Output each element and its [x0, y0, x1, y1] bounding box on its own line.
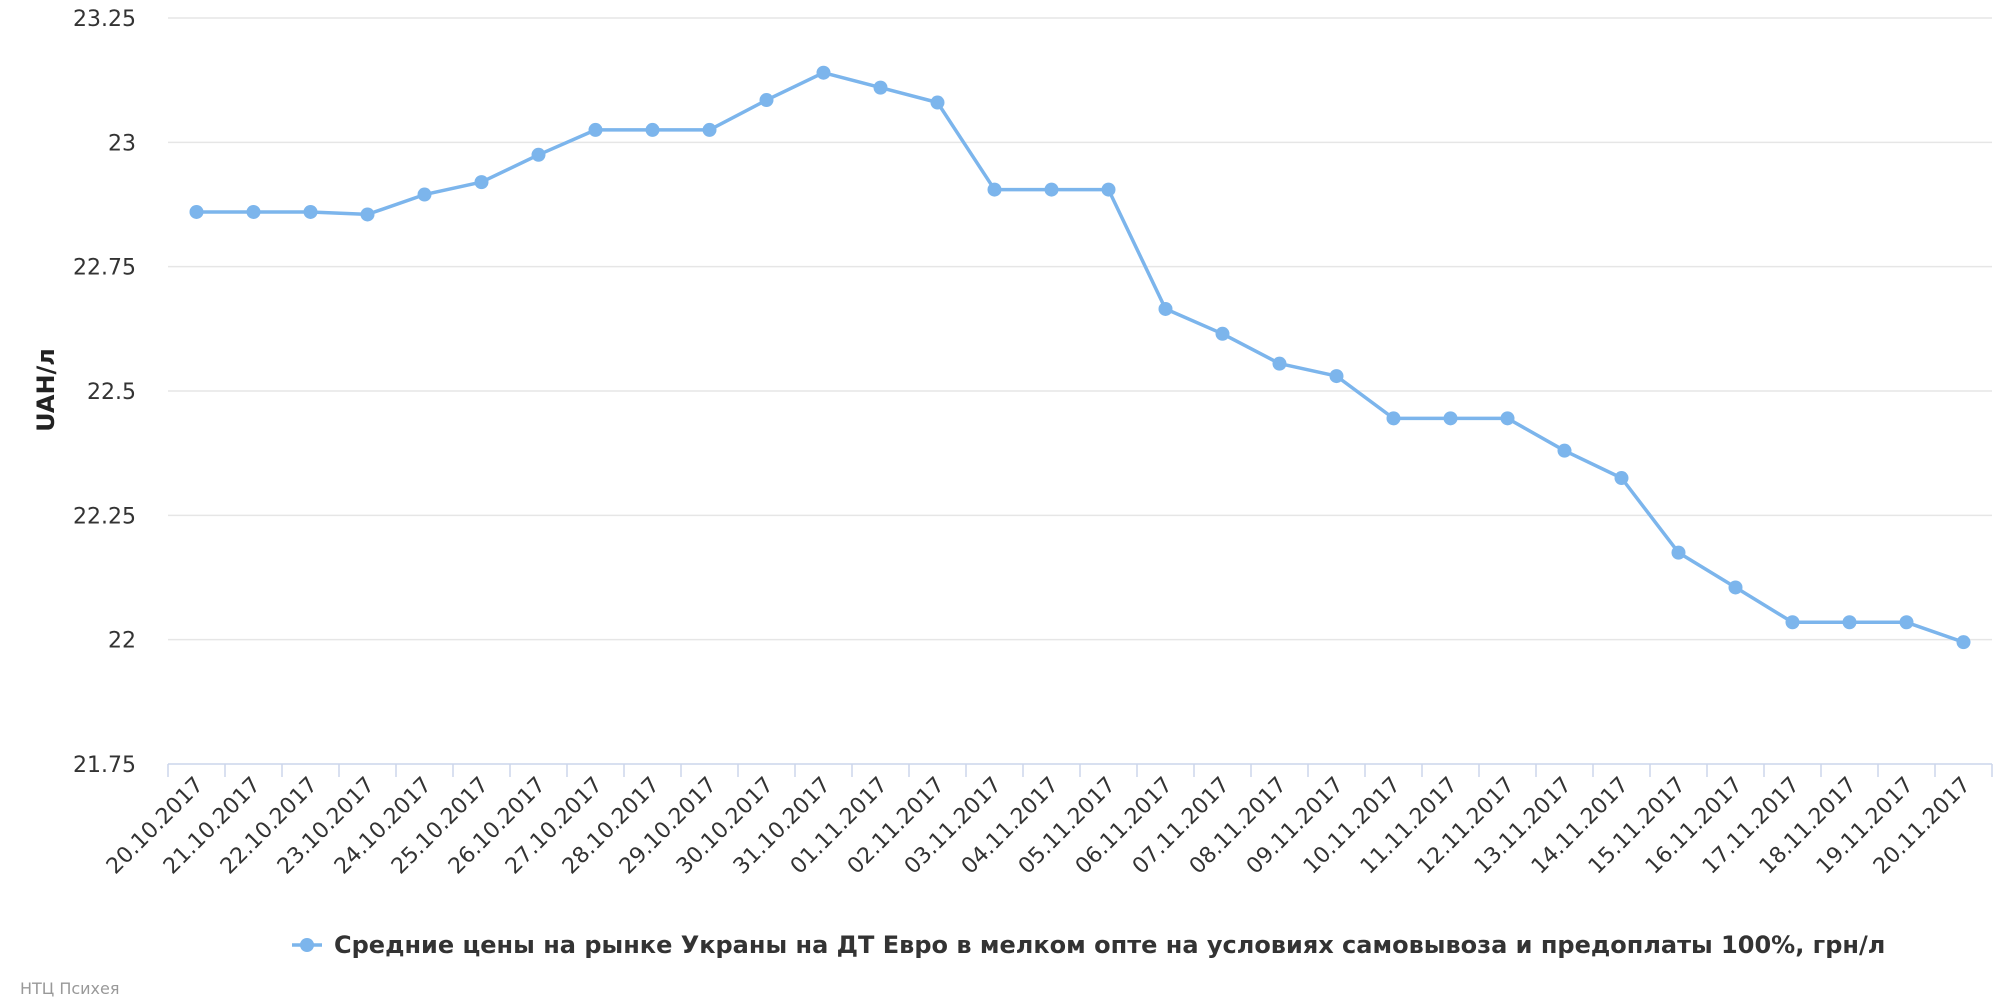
data-point[interactable] — [1386, 411, 1401, 426]
series-group[interactable] — [189, 65, 1971, 650]
grid-lines — [168, 17, 1992, 641]
data-point[interactable] — [1557, 443, 1572, 458]
data-point[interactable] — [1215, 326, 1230, 341]
data-point[interactable] — [1272, 356, 1287, 371]
data-point[interactable] — [360, 207, 375, 222]
data-point[interactable] — [588, 122, 603, 137]
data-point[interactable] — [1158, 301, 1173, 316]
y-tick-label: 21.75 — [73, 753, 136, 778]
data-point[interactable] — [987, 182, 1002, 197]
data-point[interactable] — [1044, 182, 1059, 197]
data-point[interactable] — [645, 122, 660, 137]
data-point[interactable] — [474, 175, 489, 190]
y-tick-label: 23 — [108, 131, 136, 156]
data-point[interactable] — [702, 122, 717, 137]
y-tick-label: 22 — [108, 629, 136, 654]
data-point[interactable] — [1443, 411, 1458, 426]
data-point[interactable] — [189, 204, 204, 219]
credits-label[interactable]: НТЦ Психея — [20, 979, 119, 998]
data-point[interactable] — [930, 95, 945, 110]
data-point[interactable] — [759, 93, 774, 108]
data-point[interactable] — [1329, 369, 1344, 384]
data-point[interactable] — [1728, 580, 1743, 595]
data-point[interactable] — [1785, 615, 1800, 630]
data-point[interactable] — [1101, 182, 1116, 197]
data-point[interactable] — [1956, 635, 1971, 650]
legend-item-label[interactable]: Средние цены на рынке Украны на ДТ Евро … — [334, 931, 1885, 959]
y-tick-label: 22.75 — [73, 256, 136, 281]
legend[interactable]: Средние цены на рынке Украны на ДТ Евро … — [292, 931, 1885, 959]
y-tick-label: 22.5 — [87, 380, 136, 405]
data-point[interactable] — [816, 65, 831, 80]
data-point[interactable] — [1899, 615, 1914, 630]
data-point[interactable] — [873, 80, 888, 95]
data-point[interactable] — [303, 204, 318, 219]
y-axis-title: UAH/л — [32, 348, 60, 432]
x-axis — [167, 763, 1993, 777]
data-point[interactable] — [531, 147, 546, 162]
data-point[interactable] — [246, 204, 261, 219]
x-tick-label: 20.10.2017 — [102, 773, 209, 880]
data-point[interactable] — [1842, 615, 1857, 630]
data-point[interactable] — [1671, 545, 1686, 560]
x-axis-tick-labels: 20.10.201721.10.201722.10.201723.10.2017… — [102, 773, 1976, 880]
series-line[interactable] — [194, 70, 1966, 644]
y-tick-label: 22.25 — [73, 504, 136, 529]
data-point[interactable] — [417, 187, 432, 202]
y-tick-label: 23.25 — [73, 7, 136, 32]
legend-symbol-marker — [300, 938, 314, 952]
y-axis-tick-labels: 21.75 22 22.25 22.5 22.75 23 23.25 — [73, 7, 136, 778]
data-point[interactable] — [1500, 411, 1515, 426]
data-point[interactable] — [1614, 471, 1629, 486]
